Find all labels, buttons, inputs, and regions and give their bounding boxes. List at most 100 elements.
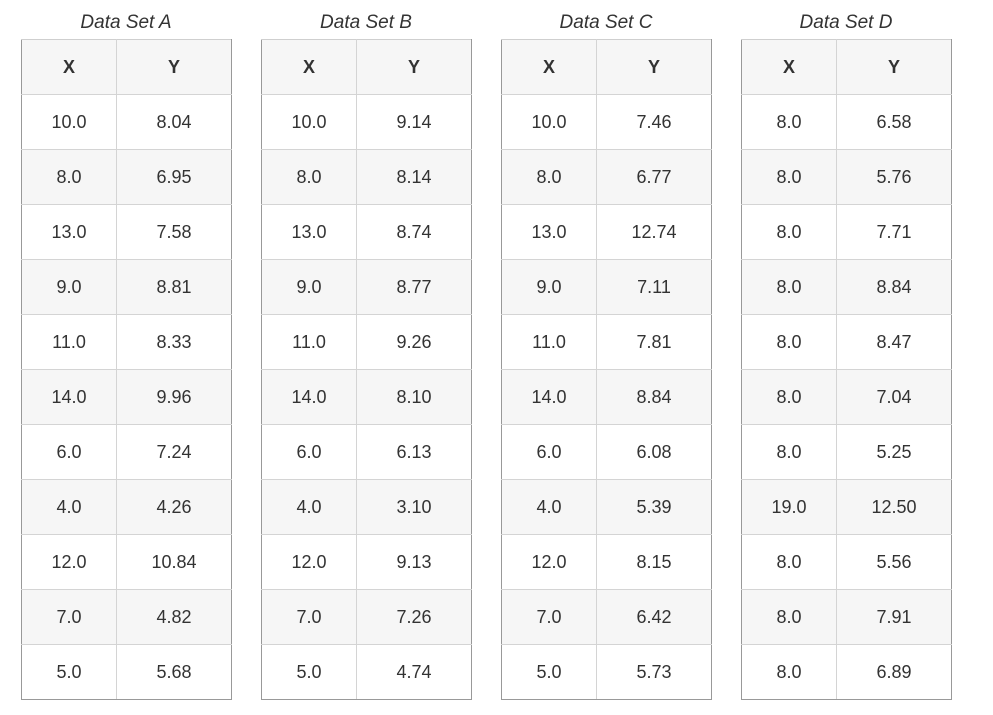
cell-x: 4.0 [501,479,597,535]
table-row: 12.0 10.84 [21,534,232,590]
cell-x: 13.0 [501,204,597,260]
cell-y: 8.77 [356,259,472,315]
cell-y: 12.50 [836,479,952,535]
dataset-table: X Y 10.0 7.46 8.0 6.77 13.0 12.74 9.0 7.11 11.0 7.8… [501,39,712,700]
cell-y: 7.24 [116,424,232,480]
table-row: 6.0 6.13 [261,424,472,480]
cell-y: 8.74 [356,204,472,260]
table-row: 9.0 8.77 [261,259,472,315]
table-row: 8.0 6.58 [741,94,952,150]
cell-y: 4.26 [116,479,232,535]
dataset-a: Data Set A X Y 10.0 8.04 8.0 6.95 13.0 7.58 9.0 8.… [21,8,232,700]
cell-y: 7.71 [836,204,952,260]
table-row: 4.0 3.10 [261,479,472,535]
table-row: 13.0 12.74 [501,204,712,260]
cell-y: 8.15 [596,534,712,590]
cell-x: 8.0 [501,149,597,205]
cell-y: 4.82 [116,589,232,645]
cell-y: 7.46 [596,94,712,150]
table-row: 5.0 5.73 [501,644,712,700]
cell-x: 7.0 [261,589,357,645]
dataset-table: X Y 10.0 9.14 8.0 8.14 13.0 8.74 9.0 8.77 11.0 9.26… [261,39,472,700]
table-row: 8.0 6.77 [501,149,712,205]
cell-x: 8.0 [741,534,837,590]
dataset-title: Data Set A [80,12,172,33]
table-row: 11.0 9.26 [261,314,472,370]
cell-y: 5.73 [596,644,712,700]
table-row: 8.0 7.04 [741,369,952,425]
cell-y: 5.39 [596,479,712,535]
cell-y: 3.10 [356,479,472,535]
cell-y: 8.04 [116,94,232,150]
cell-y: 7.58 [116,204,232,260]
dataset-title: Data Set B [320,12,412,33]
table-row: 6.0 6.08 [501,424,712,480]
cell-y: 7.11 [596,259,712,315]
cell-y: 9.14 [356,94,472,150]
cell-y: 5.56 [836,534,952,590]
dataset-title: Data Set D [799,12,893,33]
cell-x: 4.0 [261,479,357,535]
table-row: 14.0 8.10 [261,369,472,425]
cell-x: 8.0 [741,314,837,370]
table-row: 4.0 4.26 [21,479,232,535]
cell-x: 6.0 [261,424,357,480]
table-row: 13.0 7.58 [21,204,232,260]
table-row: 9.0 8.81 [21,259,232,315]
table-row: 8.0 6.89 [741,644,952,700]
table-row: 8.0 8.84 [741,259,952,315]
cell-y: 8.84 [836,259,952,315]
cell-y: 8.14 [356,149,472,205]
table-row: 5.0 4.74 [261,644,472,700]
cell-x: 14.0 [501,369,597,425]
cell-y: 6.95 [116,149,232,205]
cell-x: 10.0 [21,94,117,150]
cell-x: 7.0 [21,589,117,645]
cell-x: 19.0 [741,479,837,535]
cell-y: 6.89 [836,644,952,700]
table-row: 8.0 7.71 [741,204,952,260]
table-row: 8.0 7.91 [741,589,952,645]
cell-y: 5.25 [836,424,952,480]
cell-y: 8.33 [116,314,232,370]
table-row: 14.0 8.84 [501,369,712,425]
cell-y: 6.08 [596,424,712,480]
cell-x: 13.0 [261,204,357,260]
table-row: 12.0 9.13 [261,534,472,590]
cell-x: 11.0 [261,314,357,370]
table-row: 19.0 12.50 [741,479,952,535]
cell-y: 5.68 [116,644,232,700]
cell-x: 12.0 [501,534,597,590]
cell-y: 7.81 [596,314,712,370]
table-row: 14.0 9.96 [21,369,232,425]
cell-y: 6.42 [596,589,712,645]
cell-x: 13.0 [21,204,117,260]
table-row: 6.0 7.24 [21,424,232,480]
cell-x: 5.0 [21,644,117,700]
column-header-x: X [21,39,117,95]
cell-x: 8.0 [741,259,837,315]
cell-x: 8.0 [741,589,837,645]
cell-x: 9.0 [501,259,597,315]
table-row: 11.0 8.33 [21,314,232,370]
table-row: 10.0 8.04 [21,94,232,150]
cell-x: 5.0 [501,644,597,700]
table-row: 10.0 9.14 [261,94,472,150]
table-row: 9.0 7.11 [501,259,712,315]
table-row: 7.0 6.42 [501,589,712,645]
column-header-y: Y [356,39,472,95]
cell-y: 12.74 [596,204,712,260]
table-row: 7.0 7.26 [261,589,472,645]
column-header-y: Y [116,39,232,95]
cell-x: 8.0 [21,149,117,205]
cell-x: 8.0 [741,424,837,480]
cell-x: 8.0 [741,369,837,425]
cell-y: 9.13 [356,534,472,590]
cell-y: 6.13 [356,424,472,480]
cell-x: 12.0 [21,534,117,590]
dataset-table: X Y 8.0 6.58 8.0 5.76 8.0 7.71 8.0 8.84 8.0 8.47 8.0… [741,39,952,700]
table-row: 10.0 7.46 [501,94,712,150]
cell-y: 7.26 [356,589,472,645]
cell-x: 8.0 [741,149,837,205]
